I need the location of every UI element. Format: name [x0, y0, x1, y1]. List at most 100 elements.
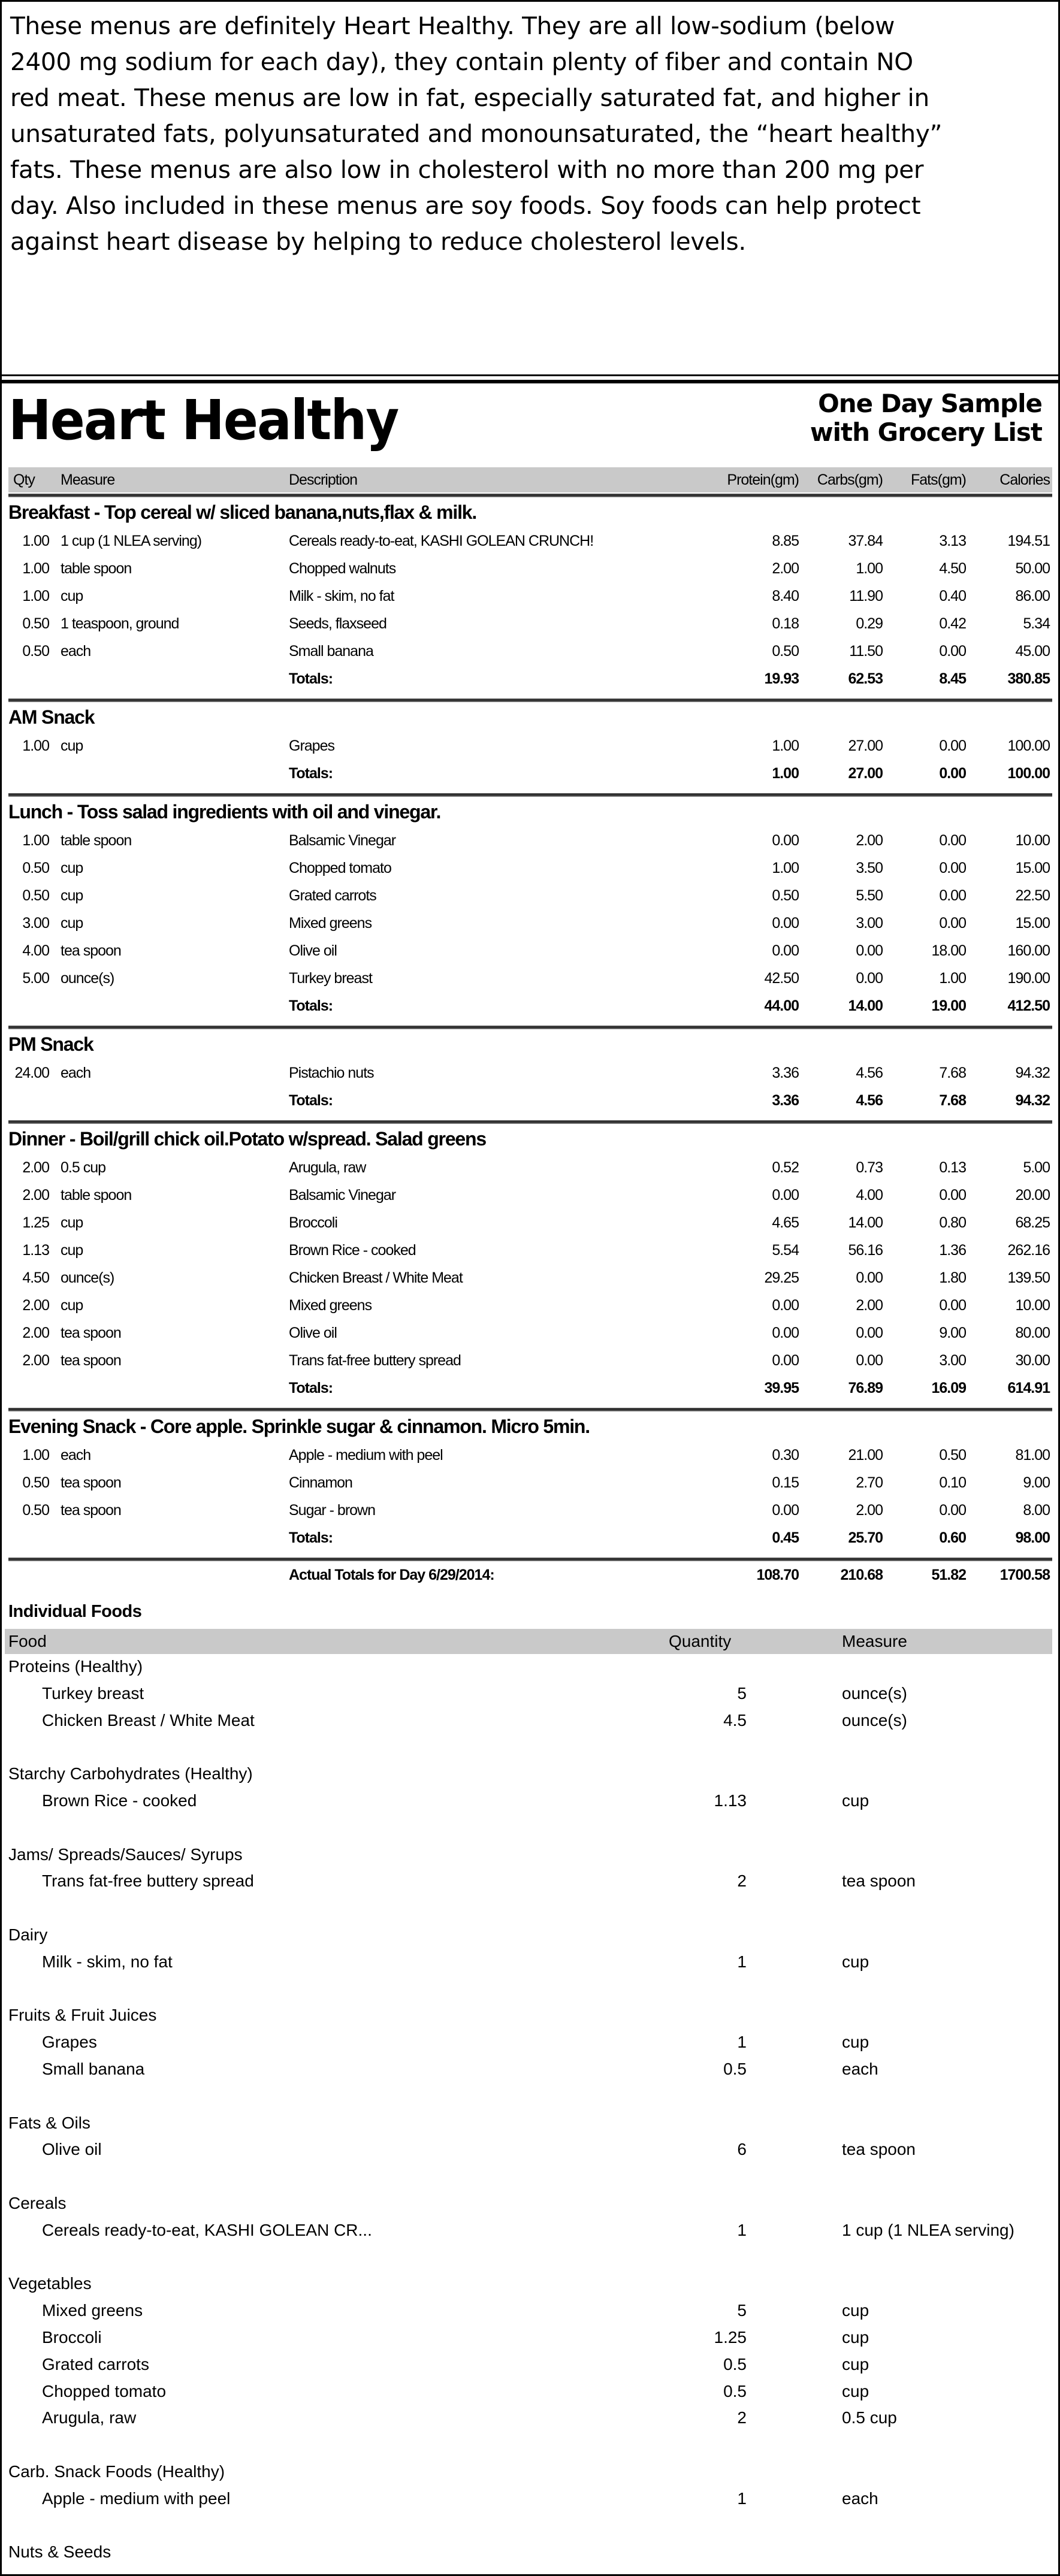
total-value: 380.85: [1007, 670, 1050, 687]
cell-fats: 0.00: [939, 915, 967, 932]
total-value: 14.00: [848, 997, 883, 1014]
cell-carbs: 11.90: [849, 588, 883, 604]
section-divider: [8, 793, 1052, 797]
cell-measure: cup: [61, 1242, 83, 1259]
grocery-title: Individual Foods: [8, 1602, 142, 1621]
totals-label: Totals:: [289, 997, 333, 1014]
food-measure: each: [842, 2489, 878, 2508]
grocery-item: Mixed greens 5 cup: [8, 2297, 1052, 2324]
cell-fats: 1.00: [939, 970, 967, 987]
cell-qty: 3.00: [22, 915, 50, 932]
food-measure: ounce(s): [842, 1710, 907, 1730]
food-quantity: 0.5: [723, 2354, 747, 2374]
cell-calories: 160.00: [1007, 942, 1050, 959]
cell-carbs: 1.00: [856, 560, 883, 577]
food-measure: ounce(s): [842, 1683, 907, 1703]
cell-description: Cereals ready-to-eat, KASHI GOLEAN CRUNC…: [289, 533, 594, 549]
food-name: Cereals ready-to-eat, KASHI GOLEAN CR...: [42, 2220, 372, 2239]
cell-description: Grapes: [289, 737, 335, 754]
cell-fats: 0.00: [939, 1502, 967, 1519]
totals-row: Totals: 1.00 27.00 0.00 100.00: [8, 760, 1052, 787]
cell-protein: 0.50: [772, 887, 799, 904]
table-row: 0.50 tea spoon Sugar - brown 0.00 2.00 0.00 8.…: [8, 1496, 1052, 1524]
grocery-item: Milk - skim, no fat 1 cup: [8, 1949, 1052, 1976]
cell-measure: tea spoon: [61, 1352, 122, 1369]
cell-carbs: 11.50: [849, 643, 883, 660]
cell-calories: 80.00: [1015, 1325, 1050, 1341]
cell-protein: 0.00: [772, 1325, 799, 1341]
cell-description: Seeds, flaxseed: [289, 615, 387, 632]
cell-calories: 86.00: [1015, 588, 1050, 604]
totals-label: Totals:: [289, 1092, 333, 1109]
meal-heading: Evening Snack - Core apple. Sprinkle sug…: [8, 1416, 590, 1437]
section-divider: [8, 1558, 1052, 1561]
table-row: 3.00 cup Mixed greens 0.00 3.00 0.00 15.00: [8, 909, 1052, 937]
cell-description: Chicken Breast / White Meat: [289, 1269, 463, 1286]
cell-carbs: 2.00: [856, 1297, 883, 1314]
cell-carbs: 2.00: [856, 1502, 883, 1519]
cell-fats: 0.13: [939, 1159, 967, 1176]
total-value: 4.56: [856, 1092, 883, 1109]
cell-description: Turkey breast: [289, 970, 373, 987]
meal-heading: Dinner - Boil/grill chick oil.Potato w/s…: [8, 1128, 487, 1150]
cell-description: Broccoli: [289, 1214, 338, 1231]
totals-row: Totals: 0.45 25.70 0.60 98.00: [8, 1524, 1052, 1552]
food-quantity: 2: [737, 1871, 747, 1891]
table-row: 1.00 table spoon Chopped walnuts 2.00 1.00 4.…: [8, 555, 1052, 582]
cell-qty: 0.50: [22, 643, 50, 660]
blank-row: [8, 2244, 1052, 2271]
cell-protein: 0.00: [772, 1502, 799, 1519]
table-row: 0.50 1 teaspoon, ground Seeds, flaxseed 0.1…: [8, 610, 1052, 637]
cell-carbs: 0.73: [856, 1159, 883, 1176]
cell-measure: table spoon: [61, 1187, 132, 1204]
table-row: 1.13 cup Brown Rice - cooked 5.54 56.16 1.36 2…: [8, 1236, 1052, 1264]
cell-qty: 0.50: [22, 1502, 50, 1519]
table-row: 1.00 each Apple - medium with peel 0.30 21.0…: [8, 1441, 1052, 1469]
food-name: Brown Rice - cooked: [42, 1791, 197, 1810]
total-value: 0.00: [939, 765, 967, 782]
day-total-value: 108.70: [756, 1567, 799, 1583]
cell-calories: 262.16: [1007, 1242, 1050, 1259]
meal-heading: Lunch - Toss salad ingredients with oil …: [8, 801, 441, 823]
cell-fats: 3.13: [939, 533, 967, 549]
cell-measure: 0.5 cup: [61, 1159, 106, 1176]
category-name: Fruits & Fruit Juices: [8, 2006, 157, 2025]
table-row: 4.00 tea spoon Olive oil 0.00 0.00 18.00 160.0…: [8, 937, 1052, 965]
cell-protein: 8.85: [772, 533, 799, 549]
col-measure: Measure: [842, 1632, 907, 1650]
total-value: 16.09: [931, 1380, 967, 1396]
food-quantity: 1: [737, 2033, 747, 2052]
total-value: 7.68: [939, 1092, 967, 1109]
food-quantity: 2: [737, 2408, 747, 2427]
day-totals-label: Actual Totals for Day 6/29/2014:: [289, 1567, 495, 1583]
total-value: 19.00: [931, 997, 967, 1014]
cell-measure: table spoon: [61, 560, 132, 577]
totals-label: Totals:: [289, 1380, 333, 1396]
cell-protein: 3.36: [772, 1065, 799, 1081]
intro-line: red meat. These menus are low in fat, es…: [10, 83, 929, 112]
cell-description: Apple - medium with peel: [289, 1447, 443, 1464]
cell-measure: 1 teaspoon, ground: [61, 615, 179, 632]
food-quantity: 1: [737, 2220, 747, 2239]
food-name: Chopped tomato: [42, 2381, 167, 2400]
food-name: Chicken Breast / White Meat: [42, 1710, 255, 1730]
cell-protein: 1.00: [772, 737, 799, 754]
grocery-category: Fats & Oils: [8, 2110, 1052, 2137]
blank-row: [8, 1734, 1052, 1761]
food-name: Mixed greens: [42, 2301, 143, 2320]
cell-protein: 0.00: [772, 942, 799, 959]
col-protein: Protein(gm): [727, 471, 799, 488]
cell-calories: 50.00: [1015, 560, 1050, 577]
cell-protein: 0.00: [772, 832, 799, 849]
section-divider: [8, 1120, 1052, 1124]
category-name: Proteins (Healthy): [8, 1657, 143, 1676]
intro-line: day. Also included in these menus are so…: [10, 191, 921, 220]
food-quantity: 4.5: [723, 1710, 747, 1730]
col-calories: Calories: [999, 471, 1050, 488]
table-row: 1.25 cup Broccoli 4.65 14.00 0.80 68.25: [8, 1209, 1052, 1236]
grocery-item: Olive oil 6 tea spoon: [8, 2136, 1052, 2163]
cell-protein: 4.65: [772, 1214, 799, 1231]
blank-row: [8, 1976, 1052, 2003]
totals-row: Totals: 44.00 14.00 19.00 412.50: [8, 992, 1052, 1020]
food-measure: cup: [842, 2033, 869, 2052]
